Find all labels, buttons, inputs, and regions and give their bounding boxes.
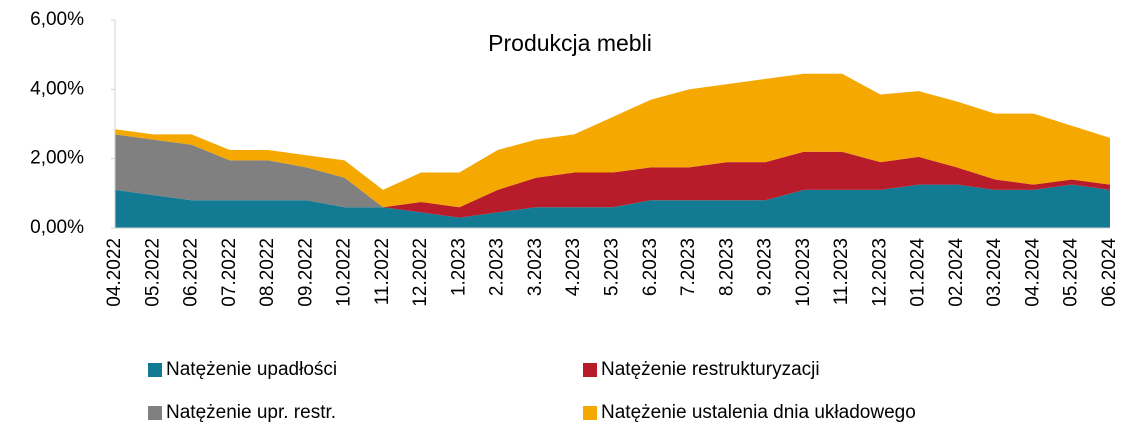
y-tick-label: 4,00% (30, 78, 84, 99)
x-tick-label: 04.2022 (104, 238, 125, 307)
x-tick-label: 08.2022 (257, 238, 278, 307)
area (115, 134, 1110, 208)
x-tick-label: 4.2023 (563, 238, 584, 296)
x-tick-label: 8.2023 (716, 238, 737, 296)
x-tick-label: 9.2023 (755, 238, 776, 296)
x-tick-label: 05.2024 (1061, 238, 1082, 307)
x-tick-label: 10.2023 (793, 238, 814, 307)
area (115, 73, 1110, 208)
x-tick-label: 02.2024 (946, 238, 967, 307)
legend-label: Natężenie restrukturyzacji (601, 359, 820, 380)
y-tick-label: 6,00% (30, 9, 84, 30)
x-tick-label: 01.2024 (908, 238, 929, 307)
legend-label: Natężenie upr. restr. (166, 402, 336, 423)
x-tick-label: 5.2023 (602, 238, 623, 296)
legend-swatch (148, 406, 162, 420)
x-tick-label: 12.2023 (869, 238, 890, 307)
y-tick-label: 2,00% (30, 148, 84, 169)
x-tick-label: 07.2022 (219, 238, 240, 307)
x-tick-label: 10.2022 (334, 238, 355, 307)
x-tick-label: 7.2023 (678, 238, 699, 296)
x-tick-label: 03.2024 (984, 238, 1005, 307)
y-tick-label: 0,00% (30, 217, 84, 238)
x-tick-label: 1.2023 (448, 238, 469, 296)
legend-label: Natężenie ustalenia dnia układowego (601, 402, 916, 423)
legend-label: Natężenie upadłości (166, 359, 337, 380)
area (115, 151, 1110, 218)
x-tick-label: 06.2024 (1099, 238, 1120, 307)
x-tick-label: 06.2022 (181, 238, 202, 307)
x-tick-label: 6.2023 (640, 238, 661, 296)
chart-title: Produkcja mebli (488, 30, 652, 56)
legend-swatch (583, 406, 597, 420)
x-tick-label: 09.2022 (295, 238, 316, 307)
legend-swatch (148, 363, 162, 377)
x-tick-label: 11.2023 (831, 238, 852, 305)
x-tick-label: 12.2022 (410, 238, 431, 307)
area (115, 184, 1110, 228)
x-tick-label: 3.2023 (525, 238, 546, 296)
legend-swatch (583, 363, 597, 377)
x-tick-label: 11.2022 (372, 238, 393, 305)
x-tick-label: 05.2022 (142, 238, 163, 307)
x-tick-label: 2.2023 (487, 238, 508, 296)
x-tick-label: 04.2024 (1022, 238, 1043, 307)
